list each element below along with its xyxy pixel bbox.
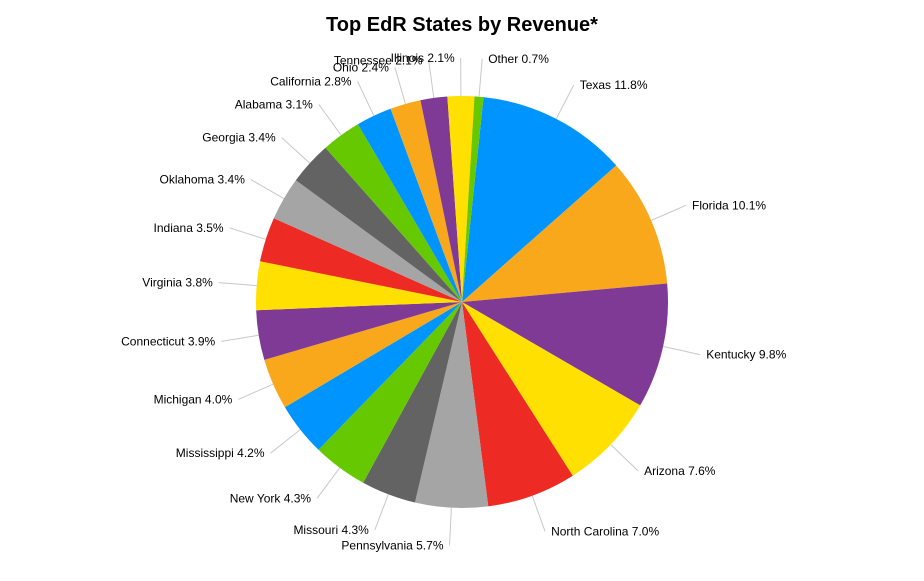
slice-label-north-carolina: North Carolina 7.0% [551, 524, 659, 538]
pie-slices [256, 96, 668, 508]
leader-line-other [479, 59, 482, 97]
leader-line-connecticut [221, 335, 259, 341]
slice-label-arizona: Arizona 7.6% [644, 464, 716, 478]
leader-line-kentucky [663, 347, 700, 355]
slice-label-missouri: Missouri 4.3% [293, 523, 369, 537]
slice-label-virginia: Virginia 3.8% [142, 276, 213, 290]
leader-line-missouri [375, 494, 389, 530]
leader-line-north-carolina [532, 496, 545, 532]
slice-label-indiana: Indiana 3.5% [154, 221, 224, 235]
leader-line-pennsylvania [450, 508, 452, 546]
leader-line-new-york [317, 468, 340, 499]
slice-label-new-york: New York 4.3% [230, 491, 312, 505]
slice-label-other: Other 0.7% [488, 52, 549, 66]
leader-line-alabama [319, 104, 341, 135]
leader-line-virginia [219, 283, 257, 286]
leader-line-florida [651, 205, 686, 220]
slice-label-georgia: Georgia 3.4% [202, 131, 276, 145]
slice-label-oklahoma: Oklahoma 3.4% [160, 173, 246, 187]
leader-line-tennessee [429, 60, 434, 98]
slice-label-florida: Florida 10.1% [692, 198, 766, 212]
slice-label-michigan: Michigan 4.0% [154, 392, 233, 406]
leader-line-ohio [395, 67, 406, 104]
slice-label-texas: Texas 11.8% [580, 78, 648, 92]
slice-label-california: California 2.8% [270, 74, 352, 88]
leader-line-georgia [282, 138, 310, 164]
slice-label-alabama: Alabama 3.1% [235, 97, 313, 111]
chart-title: Top EdR States by Revenue* [0, 14, 924, 37]
leader-line-oklahoma [251, 180, 284, 199]
leader-line-michigan [238, 384, 273, 399]
leader-line-mississippi [271, 430, 301, 454]
slice-label-illinois: Illinois 2.1% [391, 51, 455, 65]
leader-line-texas [556, 85, 573, 119]
leader-line-california [358, 81, 374, 115]
slice-label-pennsylvania: Pennsylvania 5.7% [341, 539, 443, 553]
slice-label-kentucky: Kentucky 9.8% [706, 348, 786, 362]
slice-label-connecticut: Connecticut 3.9% [121, 334, 215, 348]
leader-line-arizona [611, 445, 638, 471]
slice-label-mississippi: Mississippi 4.2% [176, 446, 265, 460]
leader-line-indiana [230, 228, 266, 240]
